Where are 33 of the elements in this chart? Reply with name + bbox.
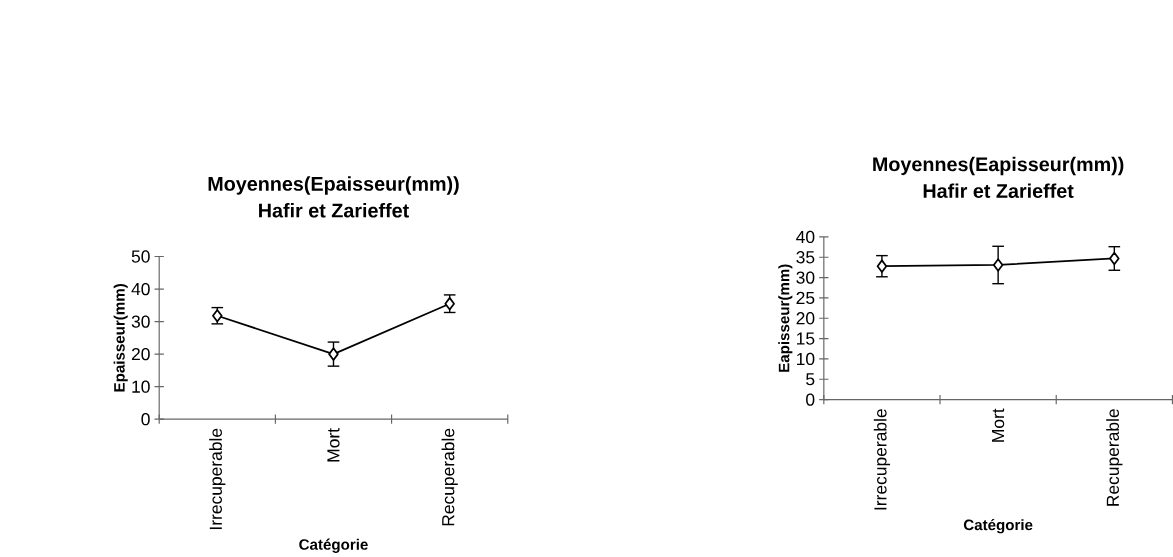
y-tick-label: 40 xyxy=(131,282,150,296)
y-tick-label: 5 xyxy=(806,373,815,386)
y-tick-label: 15 xyxy=(797,332,815,345)
point xyxy=(1109,251,1120,266)
y-tick-label: 10 xyxy=(797,352,815,366)
y-tick-label: 50 xyxy=(131,250,150,263)
x-axis-title: Catégorie xyxy=(299,538,368,554)
chart-title: Moyennes(Eapisseur(mm)) xyxy=(873,156,1124,176)
chart-subtitle: Hafir et Zarieffet xyxy=(259,203,409,218)
y-tick-label: 20 xyxy=(131,348,150,361)
y-tick-label: 0 xyxy=(141,413,150,426)
y-tick-label: 35 xyxy=(796,251,815,264)
x-tick-label: Irrecuperable xyxy=(209,428,226,530)
y-axis-title: Eapisseur(mm) xyxy=(778,264,793,372)
chart-title: Moyennes(Epaisseur(mm)) xyxy=(208,176,459,195)
x-axis-title: Catégorie xyxy=(963,519,1033,534)
x-tick-label: Mort xyxy=(327,428,340,462)
y-tick-label: 0 xyxy=(806,393,815,406)
point xyxy=(992,258,1004,272)
y-tick-label: 10 xyxy=(132,380,150,393)
y-tick-label: 25 xyxy=(796,291,815,305)
y-tick-label: 30 xyxy=(131,315,150,328)
x-tick-label: Irrecuperable xyxy=(873,409,891,510)
x-tick-label: Mort xyxy=(992,408,1005,442)
y-tick-label: 40 xyxy=(796,230,815,244)
point xyxy=(876,259,888,273)
y-tick-label: 30 xyxy=(796,271,815,284)
chart-subtitle: Hafir et Zarieffet xyxy=(923,183,1074,199)
y-tick-label: 20 xyxy=(796,312,815,325)
x-tick-label: Recuperable xyxy=(1106,409,1123,506)
point xyxy=(328,347,339,361)
y-axis-title: Epaisseur(mm) xyxy=(113,284,128,392)
x-tick-label: Recuperable xyxy=(441,428,458,526)
